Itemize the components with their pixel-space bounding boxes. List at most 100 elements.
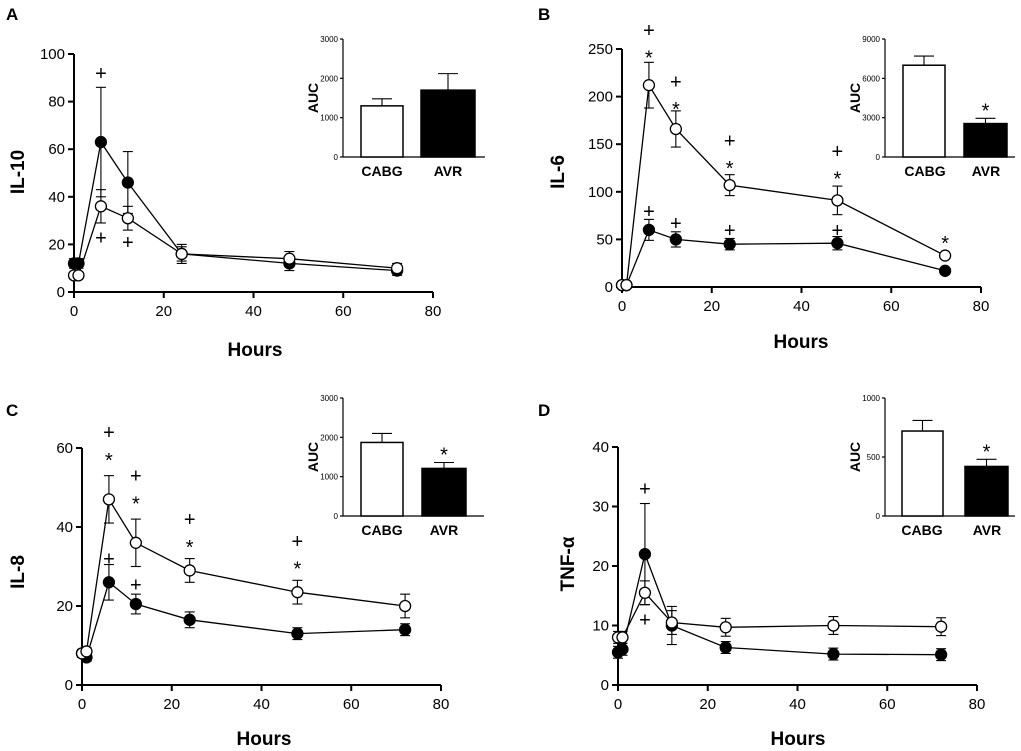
inset-cat-cabg-a: CABG bbox=[361, 163, 402, 179]
inset-y-tick-label: 3000 bbox=[320, 394, 338, 403]
inset-y-tick-label: 500 bbox=[867, 453, 881, 462]
inset-cat-cabg-b: CABG bbox=[904, 163, 945, 179]
data-point-cabg bbox=[669, 122, 682, 136]
data-point-cabg bbox=[938, 249, 952, 262]
data-point-avr bbox=[831, 237, 844, 250]
x-axis-title-c: Hours bbox=[237, 729, 292, 750]
inset-bar-avr bbox=[421, 467, 467, 517]
inset-significance-star: * bbox=[982, 100, 990, 122]
significance-plus: + bbox=[103, 422, 115, 444]
inset-bar-cabg bbox=[902, 64, 946, 158]
inset-cat-avr-a: AVR bbox=[434, 163, 463, 179]
panel-letter-c: C bbox=[6, 401, 18, 420]
inset-cat-cabg-d: CABG bbox=[901, 522, 942, 538]
inset-cat-avr-b: AVR bbox=[972, 163, 1001, 179]
data-point-cabg bbox=[719, 621, 732, 634]
data-point-cabg bbox=[183, 564, 196, 577]
panel-d: D 0 10 20 30 40 0 20 40 60 80 + +0 500 1000 * Hours TN… bbox=[538, 394, 1015, 750]
significance-star: * bbox=[132, 493, 140, 515]
data-point-cabg bbox=[291, 586, 304, 599]
inset-bar-avr bbox=[420, 89, 476, 158]
y-tick-label: 0 bbox=[601, 677, 609, 694]
inset-y-tick-label: 3000 bbox=[320, 35, 338, 44]
significance-plus: + bbox=[639, 479, 651, 501]
significance-star: * bbox=[941, 233, 949, 255]
x-axis-title-d: Hours bbox=[771, 729, 826, 750]
y-tick-label: 60 bbox=[48, 141, 65, 158]
data-point-avr bbox=[827, 647, 840, 661]
data-point-avr bbox=[291, 627, 304, 640]
significance-star: * bbox=[294, 558, 302, 580]
x-tick-label: 80 bbox=[969, 696, 986, 713]
inset-bar-avr bbox=[964, 465, 1009, 517]
significance-plus: + bbox=[643, 20, 655, 42]
significance-plus: + bbox=[130, 574, 142, 596]
y-tick-label: 250 bbox=[588, 41, 613, 58]
data-point-avr bbox=[398, 623, 412, 636]
y-tick-label: 30 bbox=[592, 499, 609, 516]
inset-bar-avr bbox=[963, 122, 1008, 158]
inset-cat-cabg-c: CABG bbox=[361, 522, 402, 538]
data-point-avr bbox=[129, 597, 143, 611]
significance-plus: + bbox=[130, 466, 142, 488]
x-tick-label: 60 bbox=[335, 303, 352, 320]
data-point-cabg bbox=[642, 79, 656, 92]
y-tick-label: 20 bbox=[48, 236, 65, 253]
y-tick-label: 0 bbox=[65, 677, 73, 694]
inset-bar-cabg bbox=[360, 441, 404, 517]
inset-bar-cabg bbox=[901, 430, 944, 517]
x-axis-title-a: Hours bbox=[228, 340, 283, 361]
data-point-cabg bbox=[665, 616, 678, 629]
panel-letter-b: B bbox=[538, 5, 550, 24]
significance-star: * bbox=[186, 537, 194, 559]
inset-y-tick-label: 1000 bbox=[862, 394, 880, 403]
inset-y-tick-label: 0 bbox=[334, 153, 339, 162]
x-tick-label: 20 bbox=[703, 298, 720, 315]
y-tick-label: 0 bbox=[605, 279, 613, 296]
data-point-cabg bbox=[390, 262, 404, 275]
data-point-avr bbox=[616, 643, 629, 656]
data-point-avr bbox=[934, 648, 948, 661]
inset-y-tick-label: 0 bbox=[876, 153, 881, 162]
data-point-cabg bbox=[638, 586, 652, 599]
significance-plus: + bbox=[292, 531, 304, 553]
x-tick-label: 20 bbox=[163, 696, 180, 713]
inset-cat-avr-d: AVR bbox=[973, 522, 1002, 538]
y-tick-label: 0 bbox=[57, 284, 65, 301]
x-tick-label: 0 bbox=[78, 696, 86, 713]
significance-plus: + bbox=[95, 63, 107, 85]
data-point-cabg bbox=[934, 620, 948, 633]
x-tick-label: 80 bbox=[973, 298, 990, 315]
y-tick-label: 60 bbox=[56, 440, 73, 457]
data-point-avr bbox=[938, 264, 952, 277]
significance-plus: + bbox=[122, 232, 134, 254]
inset-bar-cabg bbox=[360, 105, 404, 158]
x-tick-label: 0 bbox=[618, 298, 626, 315]
x-tick-label: 20 bbox=[155, 303, 172, 320]
y-tick-label: 100 bbox=[588, 184, 613, 201]
series-line-avr bbox=[617, 551, 942, 656]
data-point-avr bbox=[642, 223, 656, 237]
significance-plus: + bbox=[103, 549, 115, 571]
data-point-cabg bbox=[72, 269, 85, 282]
data-point-avr bbox=[121, 176, 134, 189]
significance-plus: + bbox=[670, 213, 682, 235]
data-point-avr bbox=[72, 257, 85, 270]
inset-y-tick-label: 1000 bbox=[320, 473, 338, 482]
x-tick-label: 0 bbox=[614, 696, 622, 713]
data-point-cabg bbox=[129, 536, 143, 549]
inset-significance-star: * bbox=[983, 441, 991, 463]
series-line-cabg bbox=[618, 591, 942, 639]
data-point-avr bbox=[669, 233, 682, 246]
series-line-cabg bbox=[622, 83, 946, 286]
inset-significance-star: * bbox=[440, 445, 448, 467]
inset-y-tick-label: 0 bbox=[876, 512, 881, 521]
y-axis-title-b: IL-6 bbox=[548, 155, 569, 189]
panel-b: B 0 50 100 150 200 250 0 20 40 60 80 + * + * + * + * * + + + +0… bbox=[538, 5, 1015, 353]
x-tick-label: 40 bbox=[793, 298, 810, 315]
inset-y-tick-label: 1000 bbox=[320, 114, 338, 123]
significance-plus: + bbox=[639, 610, 651, 632]
y-tick-label: 40 bbox=[48, 189, 65, 206]
inset-y-tick-label: 6000 bbox=[862, 74, 880, 83]
data-point-cabg bbox=[175, 247, 188, 261]
